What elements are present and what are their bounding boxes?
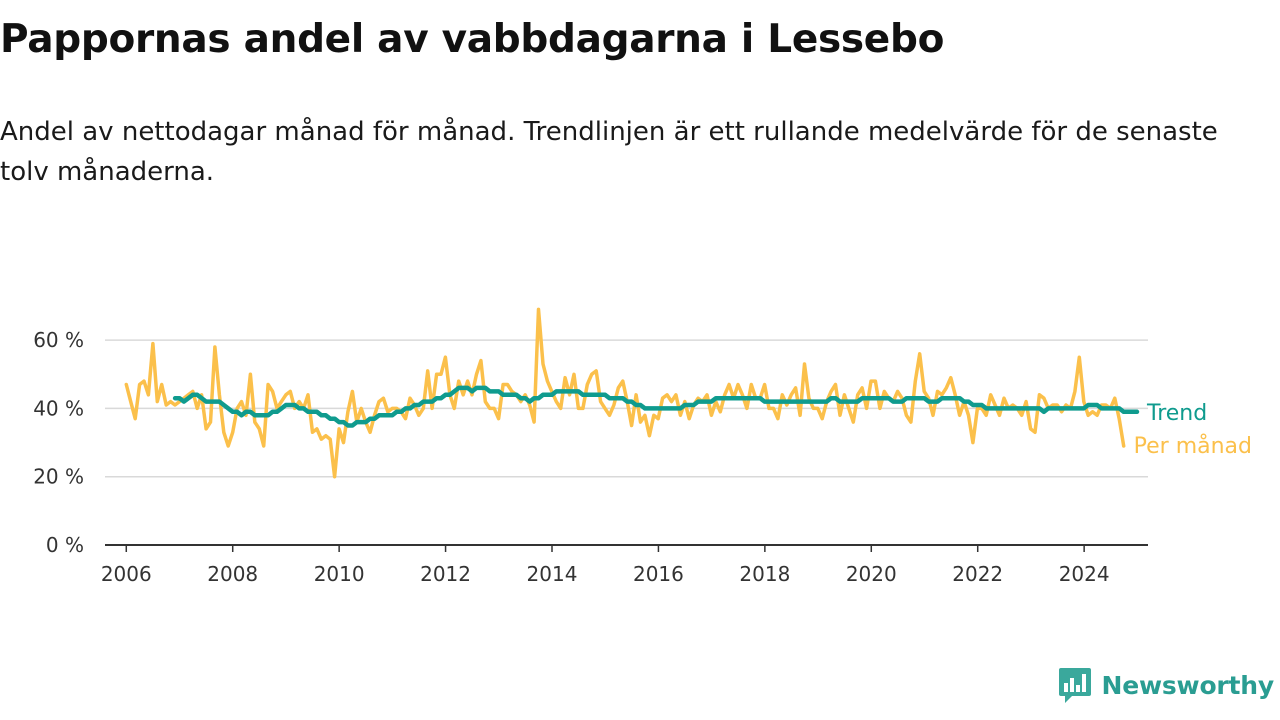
y-axis-tick-labels: 0 % 20 % 40 % 60 % (33, 328, 84, 557)
x-tick-label: 2016 (633, 562, 684, 586)
x-tick-label: 2018 (739, 562, 790, 586)
trend-series-label: Trend (1146, 401, 1207, 426)
x-tick-label: 2012 (420, 562, 471, 586)
newsworthy-logo: Newsworthy (1058, 666, 1275, 704)
chart-title: Pappornas andel av vabbdagarna i Lessebo (0, 17, 945, 62)
x-axis: 2006 2008 2010 2012 2014 2016 2018 2020 2022 2024 (101, 544, 1148, 586)
monthly-series-label: Per månad (1134, 433, 1252, 459)
x-tick-label: 2014 (527, 562, 578, 586)
line-chart: 0 % 20 % 40 % 60 % 2006 2008 2010 2012 2014 2016… (33, 307, 1252, 586)
series-labels: Per månad Trend (1134, 401, 1252, 459)
chart-subtitle: Andel av nettodagar månad för månad. Tre… (0, 117, 1218, 187)
y-tick-label: 20 % (33, 465, 84, 489)
x-tick-label: 2024 (1059, 562, 1110, 586)
y-tick-label: 40 % (33, 396, 84, 420)
x-tick-label: 2008 (207, 562, 258, 586)
x-tick-label: 2006 (101, 562, 152, 586)
monthly-line (124, 307, 1126, 479)
x-tick-label: 2010 (314, 562, 365, 586)
y-tick-label: 0 % (46, 533, 84, 557)
x-tick-label: 2020 (846, 562, 897, 586)
series-lines (124, 307, 1140, 479)
x-tick-label: 2022 (952, 562, 1003, 586)
brand-name: Newsworthy (1101, 670, 1275, 700)
y-tick-label: 60 % (33, 328, 84, 352)
newsworthy-bar-chart-icon (1058, 668, 1091, 703)
trend-line (172, 385, 1140, 428)
